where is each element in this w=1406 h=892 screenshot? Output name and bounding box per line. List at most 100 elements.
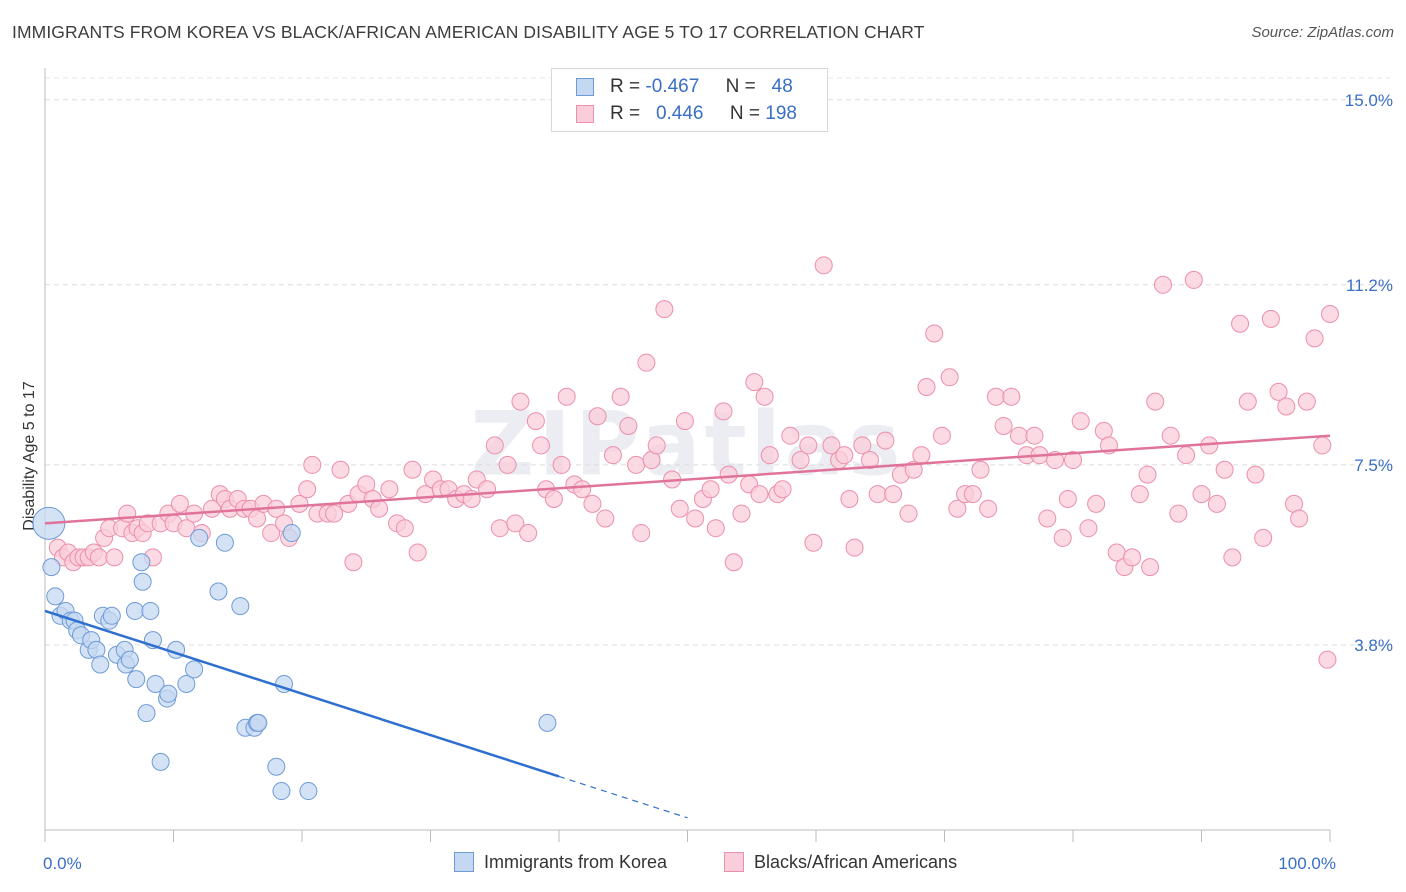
korea-point-19 <box>120 650 139 669</box>
legend-item-black: Blacks/African Americans <box>724 852 957 873</box>
black-point-185 <box>1141 558 1160 577</box>
black-point-183 <box>1318 650 1337 669</box>
black-point-40 <box>298 480 317 499</box>
black-point-101 <box>724 553 743 572</box>
black-point-107 <box>760 446 779 465</box>
black-point-171 <box>1231 314 1250 333</box>
x-tick-label-0: 0.0% <box>43 854 82 873</box>
korea-point-37 <box>231 597 250 616</box>
black-point-97 <box>701 480 720 499</box>
legend-swatch-black <box>724 852 744 872</box>
korea-point-22 <box>132 553 151 572</box>
korea-n-value: 48 <box>771 76 793 97</box>
black-point-81 <box>588 407 607 426</box>
black-point-141 <box>1010 426 1029 445</box>
black-point-179 <box>1290 509 1309 528</box>
black-point-8 <box>89 548 108 567</box>
black-point-120 <box>853 436 872 455</box>
black-point-172 <box>1238 392 1257 411</box>
korea-point-47 <box>538 713 557 732</box>
black-point-138 <box>986 387 1005 406</box>
black-point-162 <box>1161 426 1180 445</box>
black-point-73 <box>532 436 551 455</box>
korea-point-45 <box>282 524 301 543</box>
black-point-77 <box>557 387 576 406</box>
black-point-98 <box>706 519 725 538</box>
black-point-45 <box>331 460 350 479</box>
black-r-label: R = <box>610 103 641 124</box>
korea-point-43 <box>272 782 291 801</box>
stats-legend: R = -0.467 N = 48 R = 0.446 N = 198 <box>551 68 828 132</box>
black-point-164 <box>1177 446 1196 465</box>
black-point-182 <box>1313 436 1332 455</box>
black-point-100 <box>719 465 738 484</box>
black-point-181 <box>1305 329 1324 348</box>
x-tick-label-1: 100.0% <box>1278 854 1336 873</box>
black-point-131 <box>932 426 951 445</box>
black-point-143 <box>1025 426 1044 445</box>
black-point-99 <box>714 402 733 421</box>
y-tick-label-3: 15.0% <box>1345 91 1393 110</box>
black-point-88 <box>637 353 656 372</box>
black-point-55 <box>403 460 422 479</box>
black-point-70 <box>511 392 530 411</box>
korea-point-25 <box>141 601 160 620</box>
black-point-135 <box>963 485 982 504</box>
black-point-159 <box>1138 465 1157 484</box>
black-point-69 <box>506 514 525 533</box>
black-point-102 <box>732 504 751 523</box>
black-point-68 <box>498 455 517 474</box>
korea-r-label: R = <box>610 76 641 97</box>
black-point-174 <box>1254 528 1273 547</box>
black-point-165 <box>1184 270 1203 289</box>
black-point-79 <box>573 480 592 499</box>
black-n-value: 198 <box>765 103 797 124</box>
black-point-133 <box>948 499 967 518</box>
black-point-152 <box>1087 494 1106 513</box>
black-point-91 <box>655 300 674 319</box>
black-point-44 <box>325 504 344 523</box>
black-point-47 <box>344 553 363 572</box>
black-point-11 <box>105 548 124 567</box>
black-point-129 <box>917 378 936 397</box>
korea-point-42 <box>267 757 286 776</box>
korea-point-32 <box>177 674 196 693</box>
korea-point-12 <box>91 655 110 674</box>
black-point-112 <box>799 436 818 455</box>
black-point-169 <box>1215 460 1234 479</box>
black-point-173 <box>1246 465 1265 484</box>
black-point-177 <box>1277 397 1296 416</box>
black-point-184 <box>1321 305 1339 323</box>
black-point-41 <box>303 455 322 474</box>
black-point-180 <box>1297 392 1316 411</box>
korea-trend-line <box>44 609 560 778</box>
korea-point-35 <box>209 582 228 601</box>
black-point-82 <box>596 509 615 528</box>
korea-point-24 <box>137 704 156 723</box>
black-trend-line <box>44 434 1331 525</box>
black-point-71 <box>519 524 538 543</box>
black-stats: R = 0.446 N = 198 <box>610 103 797 125</box>
korea-point-20 <box>125 601 144 620</box>
black-point-76 <box>552 455 571 474</box>
black-point-75 <box>544 489 563 508</box>
black-point-151 <box>1079 519 1098 538</box>
korea-point-27 <box>146 674 165 693</box>
black-point-140 <box>1002 387 1021 406</box>
black-point-126 <box>899 504 918 523</box>
korea-point-34 <box>190 528 209 547</box>
black-point-65 <box>478 480 497 499</box>
y-tick-label-2: 11.2% <box>1346 276 1393 295</box>
black-point-80 <box>583 494 602 513</box>
black-point-56 <box>408 543 427 562</box>
korea-point-41 <box>249 713 268 732</box>
korea-point-23 <box>133 572 152 591</box>
black-point-150 <box>1071 412 1090 431</box>
korea-n-label: N = <box>725 76 756 97</box>
black-point-176 <box>1269 382 1288 401</box>
black-point-132 <box>940 368 959 387</box>
black-point-117 <box>835 446 854 465</box>
korea-point-28 <box>151 752 170 771</box>
black-point-115 <box>822 436 841 455</box>
